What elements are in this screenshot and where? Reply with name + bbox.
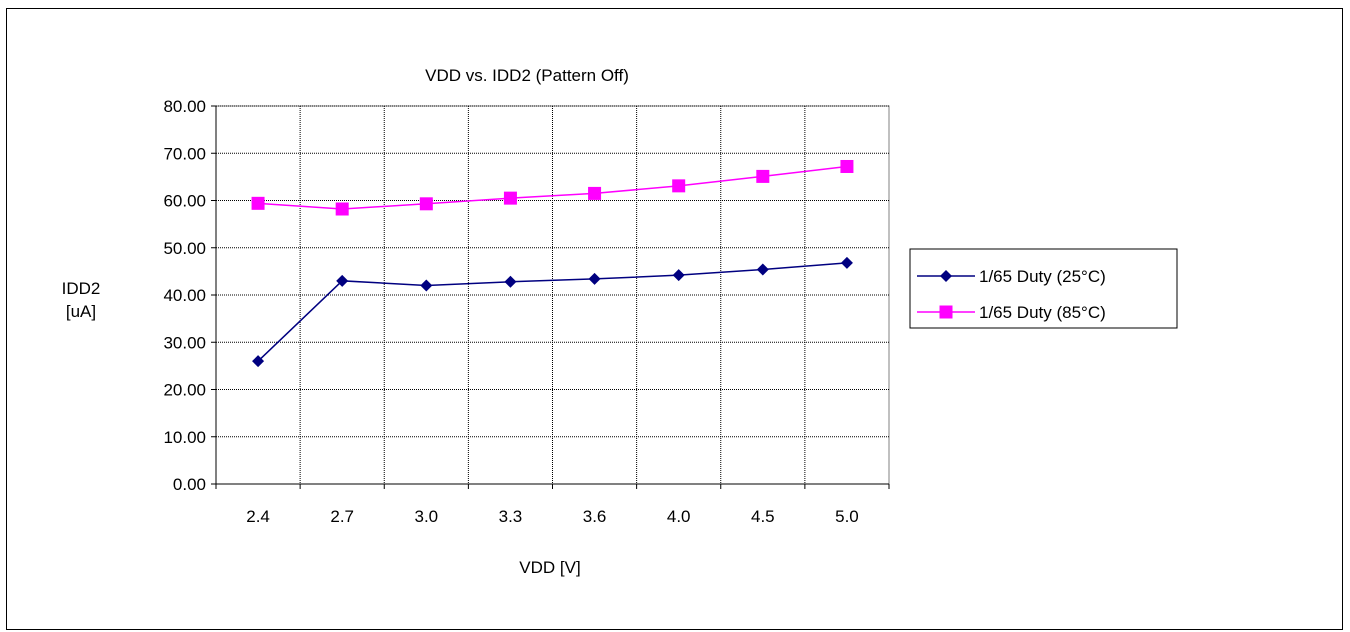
y-tick-label: 80.00 [163,97,206,116]
x-tick-label: 4.0 [667,507,691,526]
data-point [840,256,853,269]
series-line [258,165,848,210]
x-tick-label: 4.5 [751,507,775,526]
y-tick-label: 0.00 [173,475,206,494]
data-point [672,269,685,282]
series-line [257,262,847,362]
legend-label: 1/65 Duty (25°C) [979,267,1106,286]
data-point [504,275,517,288]
x-axis-label: VDD [V] [519,558,580,577]
data-point [588,186,602,200]
data-point [840,159,854,173]
legend: 1/65 Duty (25°C) 1/65 Duty (85°C) [909,248,1178,329]
legend-marker [939,305,953,319]
y-tick-label: 50.00 [163,239,206,258]
legend-box [909,248,1178,329]
x-tick-label: 2.7 [330,507,354,526]
legend-entry-1: 1/65 Duty (25°C) [917,267,1106,286]
series-2 [251,159,854,216]
line-chart: VDD vs. IDD2 (Pattern Off) 0.00 10.00 20.0… [62,66,1178,577]
data-point [251,196,265,210]
plot-area [215,105,890,485]
series-1 [252,256,853,368]
y-tick-label: 10.00 [163,428,206,447]
x-tick-label: 3.6 [583,507,607,526]
x-tick-label: 3.0 [414,507,438,526]
x-tick-label: 3.3 [499,507,523,526]
y-tick-label: 70.00 [163,144,206,163]
data-point [335,202,349,216]
y-tick-label: 40.00 [163,286,206,305]
x-axis-ticks: 2.4 2.7 3.0 3.3 3.6 4.0 4.5 5.0 [215,484,890,526]
data-point [252,355,265,368]
y-axis-label-line2: [uA] [66,302,96,321]
x-tick-label: 5.0 [835,507,859,526]
y-tick-label: 30.00 [163,333,206,352]
y-axis-ticks: 0.00 10.00 20.00 30.00 40.00 50.00 60.00 70.00 8… [163,97,216,494]
data-point [336,274,349,287]
series-group [251,159,854,368]
data-point [588,272,601,285]
data-point [420,279,433,292]
y-tick-label: 20.00 [163,381,206,400]
chart-title: VDD vs. IDD2 (Pattern Off) [425,66,629,85]
data-point [756,263,769,276]
data-point [756,169,770,183]
data-point [672,179,686,193]
y-axis-label-line1: IDD2 [62,279,101,298]
x-tick-label: 2.4 [246,507,270,526]
data-point [419,197,433,211]
chart-frame: VDD vs. IDD2 (Pattern Off) 0.00 10.00 20.0… [6,8,1343,630]
legend-entry-2: 1/65 Duty (85°C) [917,303,1106,322]
y-tick-label: 60.00 [163,192,206,211]
legend-label: 1/65 Duty (85°C) [979,303,1106,322]
data-point [503,191,517,205]
legend-marker [940,270,952,282]
